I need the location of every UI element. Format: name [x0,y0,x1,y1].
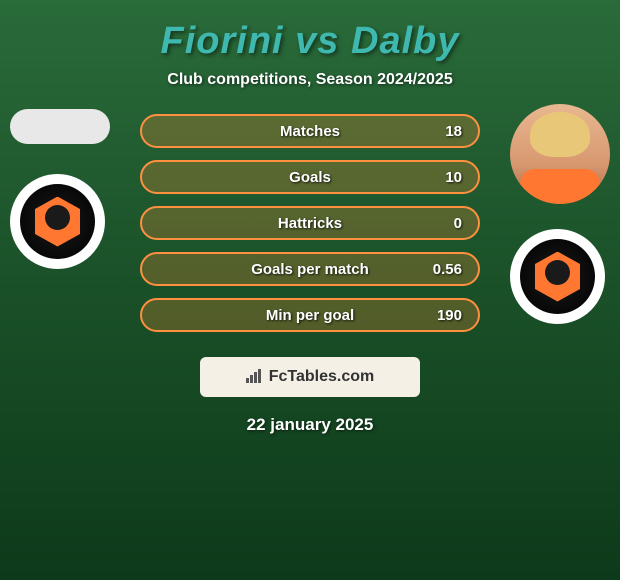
left-player-column [10,109,110,269]
player1-avatar [10,109,110,144]
stat-value: 0 [454,215,462,232]
player2-photo [510,104,610,204]
stat-value: 18 [445,123,462,140]
stat-value: 10 [445,169,462,186]
stat-row-matches: Matches 18 [140,114,480,148]
comparison-subtitle: Club competitions, Season 2024/2025 [167,71,452,89]
comparison-title: Fiorini vs Dalby [161,20,460,63]
stat-row-hattricks: Hattricks 0 [140,206,480,240]
right-player-column [510,104,610,324]
content-area: Matches 18 Goals 10 Hattricks 0 Goals pe… [0,114,620,332]
stat-row-min-per-goal: Min per goal 190 [140,298,480,332]
stat-label: Goals per match [251,261,369,278]
stat-label: Min per goal [266,307,354,324]
stat-value: 190 [437,307,462,324]
stat-value: 0.56 [433,261,462,278]
stat-label: Goals [289,169,331,186]
player1-club-badge [10,174,105,269]
chart-icon [246,369,264,386]
stat-rows: Matches 18 Goals 10 Hattricks 0 Goals pe… [140,114,480,332]
player2-club-badge [510,229,605,324]
stat-label: Hattricks [278,215,342,232]
watermark: FcTables.com [200,357,420,397]
watermark-text: FcTables.com [269,368,375,386]
stat-row-goals-per-match: Goals per match 0.56 [140,252,480,286]
stat-row-goals: Goals 10 [140,160,480,194]
stat-label: Matches [280,123,340,140]
comparison-date: 22 january 2025 [247,415,374,435]
